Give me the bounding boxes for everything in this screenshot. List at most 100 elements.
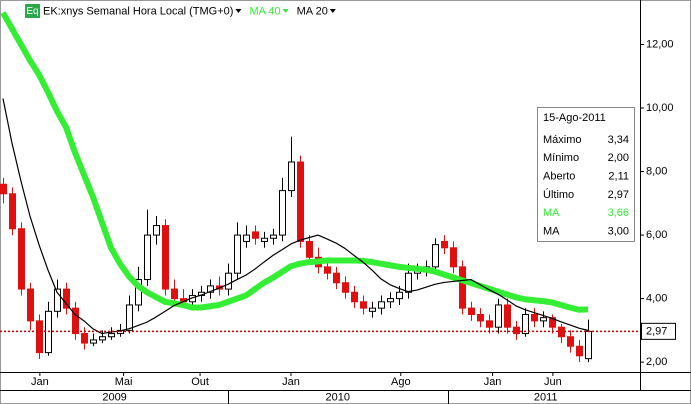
candle-body [153,225,160,236]
candle-body [450,247,457,268]
chart-title[interactable]: EK:xnys Semanal Hora Local (TMG+0) [43,5,233,17]
candle-body [504,304,511,328]
tooltip-label: Máximo [543,134,582,146]
x-tick-label: Ago [391,376,411,388]
header: Eq EK:xnys Semanal Hora Local (TMG+0) [25,4,233,18]
candle-body [531,314,538,322]
candle-body [99,336,106,341]
candle-body [576,345,583,357]
candle-body [126,304,133,331]
candle-body [360,301,367,309]
candle-body [567,336,574,347]
legend-label[interactable]: MA 40 [249,5,280,17]
candle-body [63,288,70,309]
candle-body [468,307,475,316]
candle-body [540,317,547,322]
plot-area [0,11,592,363]
x-tick-label: Out [191,376,209,388]
moving-average [0,11,589,313]
x-tick-label: Jun [544,376,562,388]
candle-body [270,234,277,239]
candle-body [396,291,403,300]
candle-body [441,240,448,249]
candle-body [324,266,331,274]
candle-body [585,330,592,360]
tooltip-date: 15-Ago-2011 [543,112,606,124]
candle-body [72,307,79,335]
candle-body [405,272,412,293]
tooltip-value: 2,97 [608,189,629,201]
candle-body [36,320,43,354]
dropdown-caret [235,9,242,13]
candle-body [459,266,466,309]
candle-body [387,298,394,303]
tooltip-value: 3,66 [608,207,629,219]
candle-body [351,291,358,303]
tooltip: 15-Ago-2011 Máximo 3,34 Mínimo 2,00 Aberto 2,… [537,107,635,242]
icon-label: Eq [26,6,38,17]
tooltip-label: Último [543,188,574,201]
candle-body [261,237,268,242]
tooltip-value: 2,11 [608,171,629,183]
candle-body [333,272,340,284]
year-label: 2009 [102,391,126,403]
y-tick-label: 12,00 [646,38,674,50]
candle-body [432,244,439,268]
candle-body [234,234,241,274]
candle-body [207,285,214,293]
y-tick-label: 6,00 [646,229,667,241]
x-tick-label: Jan [31,376,49,388]
candle-body [171,288,178,300]
x-tick-label: Mai [115,376,133,388]
year-label: 2011 [534,391,558,403]
icon [25,4,40,18]
tooltip-label: Aberto [543,171,575,183]
candle-body [90,339,97,344]
candle-body [342,282,349,293]
candle-body [495,304,502,328]
candle-body [27,288,34,322]
candle-body [243,234,250,242]
y-tick-label: 4,00 [646,293,667,305]
dropdown-caret [329,9,336,13]
y-tick-label: 10,00 [646,102,674,114]
candle-body [549,317,556,328]
candle-body [108,333,115,338]
dropdown-caret [282,9,289,13]
candle-body [279,190,286,236]
candle-body [288,161,295,192]
candle-body [477,314,484,322]
candle-body [54,288,61,312]
x-tick-label: Jan [484,376,502,388]
candle-body [369,307,376,312]
last-price-label: 2,97 [646,326,667,338]
candle-body [522,314,529,335]
y-tick-label: 8,00 [646,165,667,177]
candle-body [162,225,169,290]
candle-body [81,333,88,344]
tooltip-label: MA [543,207,560,219]
candle-body [306,240,313,258]
candle-body [297,161,304,242]
tooltip-value: 2,00 [608,152,629,164]
y-tick-label: 2,00 [646,356,667,368]
candle-body [225,272,232,290]
candle-body [9,193,16,230]
year-label: 2010 [326,391,350,403]
candle-body [135,279,142,306]
legend-label[interactable]: MA 20 [297,5,328,17]
tooltip-label: MA [543,225,560,237]
tooltip-box [537,107,635,242]
tooltip-value: 3,00 [608,225,629,237]
tooltip-label: Mínimo [543,152,579,164]
candle-body [252,231,259,239]
candle-body [513,326,520,335]
candle-body [18,228,25,290]
candle-body [144,234,151,281]
tooltip-value: 3,34 [608,134,629,146]
x-tick-label: Jan [282,376,300,388]
candle-body [486,320,493,328]
candle-body [378,301,385,309]
moving-average [2,98,589,335]
